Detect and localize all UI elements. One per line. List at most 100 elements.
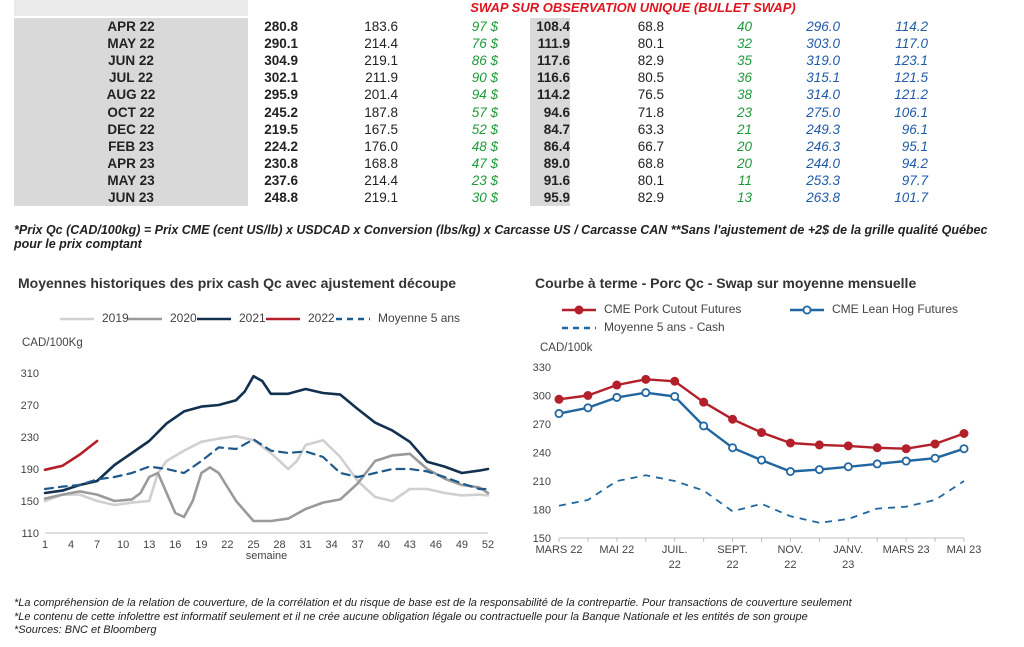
- table-title: SWAP SUR OBSERVATION UNIQUE (BULLET SWAP…: [470, 0, 796, 15]
- chart1-plot: 110 150 190 230 270 310 1 4 7 10 13 16 19 22 25 28 31 34 3…: [21, 368, 494, 562]
- table-gap: [498, 189, 530, 206]
- table-cell: APR 22: [14, 18, 248, 36]
- table-cell: 66.7: [637, 138, 664, 154]
- table-cell: 106.1: [894, 104, 928, 120]
- table-cell: 94.2: [901, 155, 928, 171]
- table-cell: 23: [736, 104, 752, 120]
- legend-item: 2020: [126, 311, 197, 325]
- data-point: [756, 428, 766, 438]
- legend-label: 2020: [170, 311, 197, 325]
- table-cell: JUN 22: [14, 52, 248, 70]
- data-point: [930, 439, 940, 449]
- x-tick-label: 28: [273, 539, 285, 551]
- data-point: [785, 467, 795, 477]
- legend-swatch: [60, 317, 94, 321]
- x-tick-label: SEPT.: [717, 544, 748, 556]
- table-gap: [498, 103, 530, 120]
- chart2-legend: CME Pork Cutout Futures CME Lean Hog Futu…: [560, 302, 1020, 338]
- table-cell: 89.0: [530, 154, 570, 172]
- table-cell: 280.8: [264, 19, 298, 35]
- table-cell: MAY 23: [14, 171, 248, 189]
- series-line-2022: [43, 439, 99, 472]
- table-cell: 295.9: [264, 87, 298, 103]
- table-cell: 95.9: [530, 188, 570, 207]
- table-cell: 211.9: [365, 70, 398, 86]
- y-tick-label: 150: [21, 496, 39, 508]
- y-tick-label: 110: [21, 528, 39, 540]
- table-gap: [498, 52, 530, 69]
- legend-item: Moyenne 5 ans: [334, 311, 460, 325]
- data-point: [612, 380, 622, 390]
- data-point: [872, 443, 882, 453]
- table-cell: 97.7: [901, 172, 928, 188]
- data-point: [872, 459, 882, 469]
- table-cell: FEB 23: [14, 137, 248, 155]
- table-cell: 68.8: [637, 19, 664, 35]
- table-cell: AUG 22: [14, 86, 248, 104]
- legend-item: CME Pork Cutout Futures: [560, 302, 741, 316]
- legend-item: Moyenne 5 ans - Cash: [560, 320, 725, 334]
- data-point: [670, 376, 680, 386]
- data-point: [670, 391, 680, 401]
- table-cell: 167.5: [364, 121, 398, 137]
- table-cell: 219.1: [364, 53, 398, 69]
- table-cell: 86.4: [530, 137, 570, 155]
- table-cell: 244.0: [806, 155, 840, 171]
- table-row: APR 22 280.8 183.6 97 $ 108.4 68.8 40 296.0 114.…: [14, 18, 928, 36]
- table-cell: 48 $: [471, 138, 498, 154]
- table-cell: 82.9: [637, 189, 664, 205]
- table-cell: 84.7: [530, 120, 570, 138]
- table-cell: 91.6: [530, 171, 570, 189]
- legend-label: Moyenne 5 ans: [378, 311, 461, 325]
- table-cell: 101.7: [894, 189, 928, 205]
- table-cell: 275.0: [806, 104, 840, 120]
- data-point: [699, 421, 709, 431]
- table-cell: 230.8: [264, 155, 298, 171]
- x-tick-label: MAI 22: [599, 544, 634, 556]
- data-point: [641, 388, 651, 398]
- x-tick-label: 40: [378, 539, 390, 551]
- table-cell: 296.0: [806, 19, 840, 35]
- table-gap: [498, 69, 530, 86]
- x-tick-label: MARS 23: [883, 544, 930, 556]
- legend-item: 2021: [195, 311, 266, 325]
- table-cell: 224.2: [264, 138, 298, 154]
- chart2-title: Courbe à terme - Porc Qc - Swap sur moye…: [535, 275, 917, 291]
- data-point: [641, 374, 651, 384]
- table-row: JUN 22 304.9 219.1 86 $ 117.6 82.9 35 319.0 123.…: [14, 52, 928, 70]
- table-cell: 248.8: [264, 189, 298, 205]
- x-tick-label: JUIL.: [662, 544, 688, 556]
- legend-label: CME Pork Cutout Futures: [604, 302, 742, 316]
- table-cell: 245.2: [264, 104, 298, 120]
- table-cell: 237.6: [264, 172, 298, 188]
- table-cell: 219.1: [364, 189, 398, 205]
- table-cell: 108.4: [530, 18, 570, 36]
- data-point: [814, 440, 824, 450]
- table-cell: 35: [736, 53, 752, 69]
- table-cell: 183.6: [364, 19, 398, 35]
- chart1-title: Moyennes historiques des prix cash Qc av…: [18, 275, 457, 291]
- table-cell: 214.4: [364, 172, 398, 188]
- data-point: [959, 429, 969, 439]
- swap-table: APR 22 280.8 183.6 97 $ 108.4 68.8 40 296.0 114.…: [14, 18, 928, 207]
- data-point: [583, 391, 593, 401]
- table-cell: 315.1: [806, 70, 840, 86]
- chart1-legend: 2019 2020 2021 2022 Moyenne 5 ans: [18, 311, 508, 329]
- x-tick-label: 7: [94, 539, 100, 551]
- x-tick-label: 22: [669, 559, 681, 571]
- footnotes: *La compréhension de la relation de couv…: [14, 597, 1014, 638]
- table-cell: 303.0: [806, 36, 840, 52]
- table-cell: 263.8: [806, 189, 840, 205]
- series-line-2019: [43, 434, 490, 507]
- table-cell: 116.6: [530, 69, 570, 87]
- data-point: [930, 453, 940, 463]
- y-tick-label: 190: [21, 464, 39, 476]
- table-gap: [498, 18, 530, 35]
- table-cell: 36: [736, 70, 752, 86]
- table-gap: [498, 121, 530, 138]
- legend-label: Moyenne 5 ans - Cash: [604, 320, 725, 334]
- x-tick-label: 19: [195, 539, 207, 551]
- table-cell: 253.3: [806, 172, 840, 188]
- table-cell: 57 $: [471, 104, 498, 120]
- table-cell: 214.4: [364, 36, 398, 52]
